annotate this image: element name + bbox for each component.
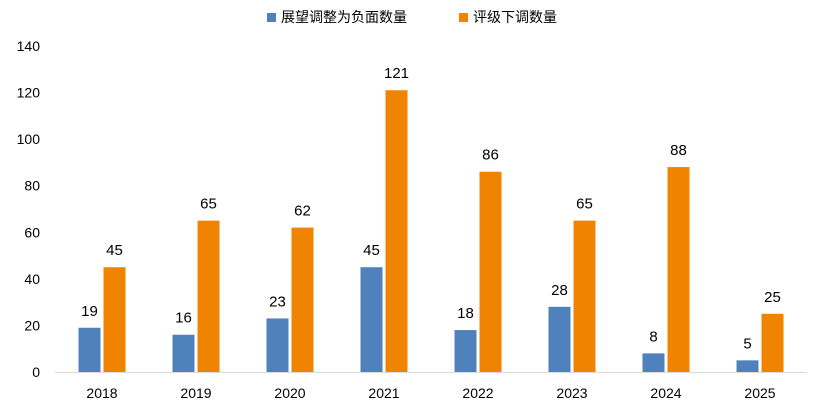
data-label: 88	[670, 142, 687, 159]
data-label: 25	[764, 289, 781, 306]
x-axis: 2018 2019 2020 2021 2022 2023 2024 2025	[55, 372, 807, 401]
data-label: 23	[269, 293, 286, 310]
y-tick-label: 80	[24, 178, 40, 194]
data-label: 65	[200, 196, 217, 213]
legend-label: 展望调整为负面数量	[281, 10, 407, 26]
x-tick-label: 2019	[180, 385, 211, 401]
data-label: 18	[457, 305, 474, 322]
bar-outlook-negative	[548, 306, 571, 372]
data-label: 86	[482, 147, 499, 164]
bar-rating-downgrade	[667, 167, 690, 372]
data-label: 19	[81, 303, 98, 320]
data-label: 121	[384, 65, 409, 82]
bar-rating-downgrade	[573, 220, 596, 372]
data-label: 5	[743, 335, 751, 352]
legend-swatch	[459, 13, 468, 22]
bar-rating-downgrade	[197, 220, 220, 372]
y-tick-label: 60	[24, 224, 40, 240]
bar-outlook-negative	[172, 334, 195, 372]
y-tick-label: 120	[17, 85, 41, 101]
bar-rating-downgrade	[761, 313, 784, 372]
bar-outlook-negative	[642, 353, 665, 372]
bar-rating-downgrade	[385, 90, 408, 372]
category-group: 23 62	[266, 203, 314, 372]
bar-rating-downgrade	[291, 227, 314, 372]
category-group: 45 121	[360, 65, 409, 372]
data-label: 45	[363, 242, 380, 259]
x-tick-label: 2022	[462, 385, 493, 401]
x-tick-label: 2024	[650, 385, 681, 401]
data-label: 45	[106, 242, 123, 259]
bar-rating-downgrade	[103, 267, 126, 372]
bar-outlook-negative	[736, 360, 759, 372]
data-label: 16	[175, 310, 192, 327]
x-tick-label: 2025	[744, 385, 775, 401]
legend-label: 评级下调数量	[473, 10, 557, 26]
data-label: 8	[649, 328, 657, 345]
bar-rating-downgrade	[479, 171, 502, 372]
x-tick-label: 2021	[368, 385, 399, 401]
y-tick-label: 100	[17, 131, 41, 147]
category-group: 28 65	[548, 196, 596, 372]
bar-outlook-negative	[78, 327, 101, 372]
legend: 展望调整为负面数量 评级下调数量	[267, 10, 557, 26]
x-tick-label: 2018	[86, 385, 117, 401]
legend-item: 评级下调数量	[459, 10, 557, 26]
x-tick-label: 2020	[274, 385, 305, 401]
data-label: 28	[551, 282, 568, 299]
bar-outlook-negative	[360, 267, 383, 372]
data-label: 65	[576, 196, 593, 213]
category-group: 888	[642, 142, 690, 372]
y-tick-label: 40	[24, 271, 40, 287]
legend-item: 展望调整为负面数量	[267, 10, 407, 26]
legend-swatch	[267, 13, 276, 22]
y-tick-label: 20	[24, 317, 40, 333]
x-tick-label: 2023	[556, 385, 587, 401]
category-group: 5 25	[736, 289, 784, 372]
y-axis: 0 20 40 60 80 100 120 140	[17, 38, 41, 380]
y-tick-label: 0	[32, 364, 40, 380]
bar-outlook-negative	[266, 318, 289, 372]
bar-outlook-negative	[454, 330, 477, 372]
y-tick-label: 140	[17, 38, 41, 54]
data-label: 62	[294, 203, 311, 220]
